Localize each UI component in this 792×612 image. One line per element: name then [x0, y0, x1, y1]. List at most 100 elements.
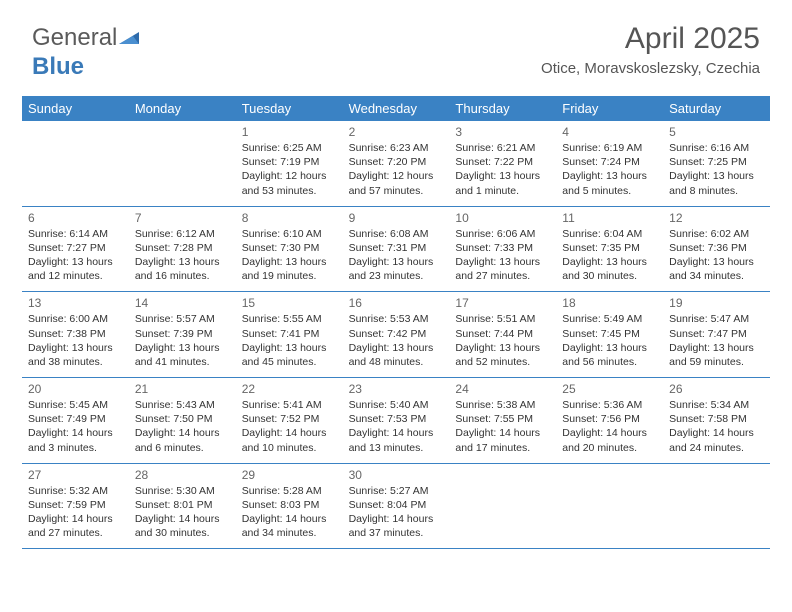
day-cell: 15 Sunrise: 5:55 AMSunset: 7:41 PMDayligh… — [236, 292, 343, 377]
day-number: 8 — [242, 211, 337, 225]
day-number: 3 — [455, 125, 550, 139]
empty-cell — [22, 121, 129, 206]
week-row: 1 Sunrise: 6:25 AMSunset: 7:19 PMDaylight… — [22, 121, 770, 207]
day-cell: 19Sunrise: 5:47 AMSunset: 7:47 PMDayligh… — [663, 292, 770, 377]
day-cell: 12Sunrise: 6:02 AMSunset: 7:36 PMDayligh… — [663, 207, 770, 292]
day-number: 30 — [349, 468, 444, 482]
day-header-cell: Saturday — [663, 96, 770, 121]
day-header-cell: Wednesday — [343, 96, 450, 121]
day-info: Sunrise: 6:04 AMSunset: 7:35 PMDaylight:… — [562, 227, 657, 284]
day-cell: 24Sunrise: 5:38 AMSunset: 7:55 PMDayligh… — [449, 378, 556, 463]
day-cell: 22 Sunrise: 5:41 AMSunset: 7:52 PMDayligh… — [236, 378, 343, 463]
day-number: 5 — [669, 125, 764, 139]
day-cell: 25 Sunrise: 5:36 AMSunset: 7:56 PMDayligh… — [556, 378, 663, 463]
day-header-row: SundayMondayTuesdayWednesdayThursdayFrid… — [22, 96, 770, 121]
week-row: 27 Sunrise: 5:32 AMSunset: 7:59 PMDayligh… — [22, 464, 770, 550]
day-cell: 6Sunrise: 6:14 AMSunset: 7:27 PMDaylight… — [22, 207, 129, 292]
day-header-cell: Thursday — [449, 96, 556, 121]
day-info: Sunrise: 6:23 AMSunset: 7:20 PMDaylight:… — [349, 141, 444, 198]
day-cell: 11 Sunrise: 6:04 AMSunset: 7:35 PMDayligh… — [556, 207, 663, 292]
header-right: April 2025 Otice, Moravskoslezsky, Czech… — [541, 22, 760, 77]
day-info: Sunrise: 5:55 AMSunset: 7:41 PMDaylight:… — [242, 312, 337, 369]
day-cell: 10 Sunrise: 6:06 AMSunset: 7:33 PMDayligh… — [449, 207, 556, 292]
day-cell: 26 Sunrise: 5:34 AMSunset: 7:58 PMDayligh… — [663, 378, 770, 463]
day-number: 17 — [455, 296, 550, 310]
day-header-cell: Tuesday — [236, 96, 343, 121]
day-header-cell: Friday — [556, 96, 663, 121]
day-cell: 3 Sunrise: 6:21 AMSunset: 7:22 PMDaylight… — [449, 121, 556, 206]
day-cell: 20 Sunrise: 5:45 AMSunset: 7:49 PMDayligh… — [22, 378, 129, 463]
day-number: 11 — [562, 211, 657, 225]
day-cell: 14Sunrise: 5:57 AMSunset: 7:39 PMDayligh… — [129, 292, 236, 377]
brand-part2: Blue — [32, 53, 84, 80]
week-row: 13Sunrise: 6:00 AMSunset: 7:38 PMDayligh… — [22, 292, 770, 378]
day-number: 19 — [669, 296, 764, 310]
day-number: 12 — [669, 211, 764, 225]
empty-cell — [556, 464, 663, 549]
day-info: Sunrise: 5:51 AMSunset: 7:44 PMDaylight:… — [455, 312, 550, 369]
day-info: Sunrise: 6:19 AMSunset: 7:24 PMDaylight:… — [562, 141, 657, 198]
day-info: Sunrise: 6:25 AMSunset: 7:19 PMDaylight:… — [242, 141, 337, 198]
day-number: 18 — [562, 296, 657, 310]
day-cell: 8Sunrise: 6:10 AMSunset: 7:30 PMDaylight… — [236, 207, 343, 292]
day-info: Sunrise: 5:28 AMSunset: 8:03 PMDaylight:… — [242, 484, 337, 541]
day-info: Sunrise: 5:43 AMSunset: 7:50 PMDaylight:… — [135, 398, 230, 455]
day-number: 4 — [562, 125, 657, 139]
day-info: Sunrise: 6:14 AMSunset: 7:27 PMDaylight:… — [28, 227, 123, 284]
day-number: 24 — [455, 382, 550, 396]
day-info: Sunrise: 5:53 AMSunset: 7:42 PMDaylight:… — [349, 312, 444, 369]
day-info: Sunrise: 5:57 AMSunset: 7:39 PMDaylight:… — [135, 312, 230, 369]
page-title: April 2025 — [541, 22, 760, 56]
day-info: Sunrise: 6:21 AMSunset: 7:22 PMDaylight:… — [455, 141, 550, 198]
day-info: Sunrise: 5:34 AMSunset: 7:58 PMDaylight:… — [669, 398, 764, 455]
day-cell: 30 Sunrise: 5:27 AMSunset: 8:04 PMDayligh… — [343, 464, 450, 549]
day-header-cell: Sunday — [22, 96, 129, 121]
brand-logo: General Blue — [32, 24, 141, 81]
day-cell: 1 Sunrise: 6:25 AMSunset: 7:19 PMDaylight… — [236, 121, 343, 206]
day-info: Sunrise: 6:16 AMSunset: 7:25 PMDaylight:… — [669, 141, 764, 198]
day-cell: 21 Sunrise: 5:43 AMSunset: 7:50 PMDayligh… — [129, 378, 236, 463]
day-number: 7 — [135, 211, 230, 225]
day-number: 21 — [135, 382, 230, 396]
day-info: Sunrise: 5:41 AMSunset: 7:52 PMDaylight:… — [242, 398, 337, 455]
day-cell: 13Sunrise: 6:00 AMSunset: 7:38 PMDayligh… — [22, 292, 129, 377]
calendar-grid: SundayMondayTuesdayWednesdayThursdayFrid… — [22, 96, 770, 549]
day-info: Sunrise: 6:12 AMSunset: 7:28 PMDaylight:… — [135, 227, 230, 284]
empty-cell — [449, 464, 556, 549]
day-info: Sunrise: 5:49 AMSunset: 7:45 PMDaylight:… — [562, 312, 657, 369]
day-number: 16 — [349, 296, 444, 310]
weeks-container: 1 Sunrise: 6:25 AMSunset: 7:19 PMDaylight… — [22, 121, 770, 549]
day-info: Sunrise: 5:36 AMSunset: 7:56 PMDaylight:… — [562, 398, 657, 455]
day-number: 23 — [349, 382, 444, 396]
day-info: Sunrise: 5:27 AMSunset: 8:04 PMDaylight:… — [349, 484, 444, 541]
day-info: Sunrise: 6:00 AMSunset: 7:38 PMDaylight:… — [28, 312, 123, 369]
day-info: Sunrise: 5:40 AMSunset: 7:53 PMDaylight:… — [349, 398, 444, 455]
day-cell: 7 Sunrise: 6:12 AMSunset: 7:28 PMDaylight… — [129, 207, 236, 292]
day-number: 9 — [349, 211, 444, 225]
day-info: Sunrise: 5:30 AMSunset: 8:01 PMDaylight:… — [135, 484, 230, 541]
brand-part1: General — [32, 24, 117, 51]
week-row: 20 Sunrise: 5:45 AMSunset: 7:49 PMDayligh… — [22, 378, 770, 464]
day-number: 10 — [455, 211, 550, 225]
empty-cell — [663, 464, 770, 549]
day-number: 27 — [28, 468, 123, 482]
day-number: 1 — [242, 125, 337, 139]
day-number: 20 — [28, 382, 123, 396]
day-number: 22 — [242, 382, 337, 396]
day-cell: 23 Sunrise: 5:40 AMSunset: 7:53 PMDayligh… — [343, 378, 450, 463]
location-text: Otice, Moravskoslezsky, Czechia — [541, 60, 760, 77]
day-cell: 28 Sunrise: 5:30 AMSunset: 8:01 PMDayligh… — [129, 464, 236, 549]
day-info: Sunrise: 5:45 AMSunset: 7:49 PMDaylight:… — [28, 398, 123, 455]
day-number: 26 — [669, 382, 764, 396]
day-info: Sunrise: 6:06 AMSunset: 7:33 PMDaylight:… — [455, 227, 550, 284]
day-number: 25 — [562, 382, 657, 396]
day-cell: 18 Sunrise: 5:49 AMSunset: 7:45 PMDayligh… — [556, 292, 663, 377]
day-info: Sunrise: 5:32 AMSunset: 7:59 PMDaylight:… — [28, 484, 123, 541]
week-row: 6Sunrise: 6:14 AMSunset: 7:27 PMDaylight… — [22, 207, 770, 293]
day-number: 15 — [242, 296, 337, 310]
day-number: 29 — [242, 468, 337, 482]
day-cell: 27 Sunrise: 5:32 AMSunset: 7:59 PMDayligh… — [22, 464, 129, 549]
day-number: 28 — [135, 468, 230, 482]
day-cell: 29 Sunrise: 5:28 AMSunset: 8:03 PMDayligh… — [236, 464, 343, 549]
empty-cell — [129, 121, 236, 206]
